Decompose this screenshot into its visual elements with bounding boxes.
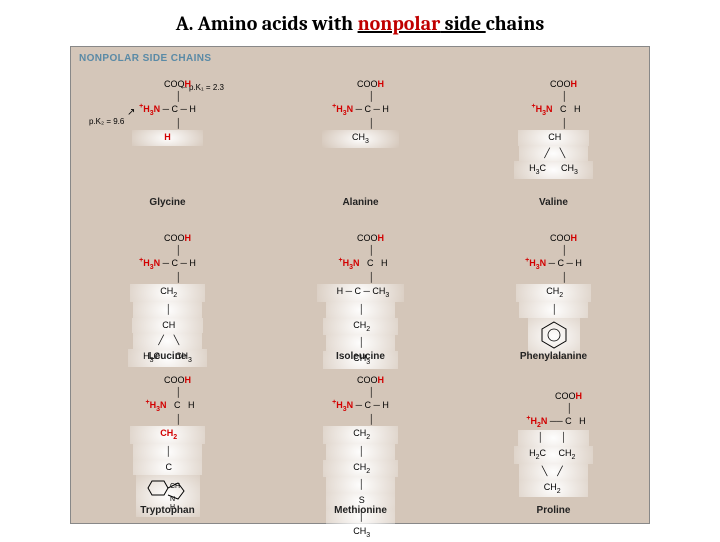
name-methionine: Methionine <box>264 505 457 516</box>
cell-valine: COOH │ +H3N C H │ CH ╱ ╲ H3C CH3 Valine <box>457 65 650 211</box>
name-proline: Proline <box>457 505 650 516</box>
name-tryptophan: Tryptophan <box>71 505 264 516</box>
title-red: nonpolar <box>358 12 441 35</box>
page-title: A. Amino acids with nonpolar side chains <box>0 0 720 41</box>
cell-alanine: COOH │ +H3N ─ C ─ H │ CH3 Alanine <box>264 65 457 211</box>
struct-isoleucine: COOH │ +H3N C H │ H ─ C ─ CH3 │ CH2 │ CH… <box>264 233 457 369</box>
title-prefix: A. Amino acids with <box>176 12 358 35</box>
name-isoleucine: Isoleucine <box>264 351 457 362</box>
name-alanine: Alanine <box>264 197 457 208</box>
struct-alanine: COOH │ +H3N ─ C ─ H │ CH3 <box>264 79 457 148</box>
svg-text:CH: CH <box>170 483 180 490</box>
name-phenylalanine: Phenylalanine <box>457 351 650 362</box>
panel-header: NONPOLAR SIDE CHAINS <box>79 53 211 64</box>
cell-isoleucine: COOH │ +H3N C H │ H ─ C ─ CH3 │ CH2 │ CH… <box>264 219 457 365</box>
struct-leucine: COOH │ +H3N ─ C ─ H │ CH2 │ CH ╱ ╲ H3C C… <box>71 233 264 367</box>
cell-leucine: COOH │ +H3N ─ C ─ H │ CH2 │ CH ╱ ╲ H3C C… <box>71 219 264 365</box>
svg-text:N: N <box>170 496 175 503</box>
benzene-icon <box>538 320 570 350</box>
cell-phenylalanine: COOH │ +H3N ─ C ─ H │ CH2 │ Phenylalanin… <box>457 219 650 365</box>
struct-phenylalanine: COOH │ +H3N ─ C ─ H │ CH2 │ <box>457 233 650 355</box>
cell-tryptophan: COOH │ +H3N C H │ CH2 │ C CHNH Tryptopha… <box>71 373 264 519</box>
name-leucine: Leucine <box>71 351 264 362</box>
struct-methionine: COOH │ +H3N ─ C ─ H │ CH2 │ CH2 │ S │ <box>264 375 457 542</box>
name-glycine: Glycine <box>71 197 264 208</box>
cell-methionine: COOH │ +H3N ─ C ─ H │ CH2 │ CH2 │ S │ <box>264 373 457 519</box>
struct-valine: COOH │ +H3N C H │ CH ╱ ╲ H3C CH3 <box>457 79 650 179</box>
struct-tryptophan: COOH │ +H3N C H │ CH2 │ C CHNH <box>71 375 264 517</box>
cell-proline: COOH │ +H2N ── C H │ │ H2C CH2 ╲ ╱ CH2 P… <box>457 373 650 519</box>
title-suffix: chains <box>486 12 545 35</box>
name-valine: Valine <box>457 197 650 208</box>
struct-proline: COOH │ +H2N ── C H │ │ H2C CH2 ╲ ╱ CH2 <box>457 391 650 497</box>
title-mid: side <box>440 12 486 35</box>
struct-glycine: COOH │ +H3N ─ C ─ H │ H <box>71 79 264 146</box>
cell-glycine: p.K₁ = 2.3 ← p.K₂ = 9.6 ↗ COOH │ +H3N ─ … <box>71 65 264 211</box>
chart-panel: NONPOLAR SIDE CHAINS p.K₁ = 2.3 ← p.K₂ =… <box>70 46 650 524</box>
